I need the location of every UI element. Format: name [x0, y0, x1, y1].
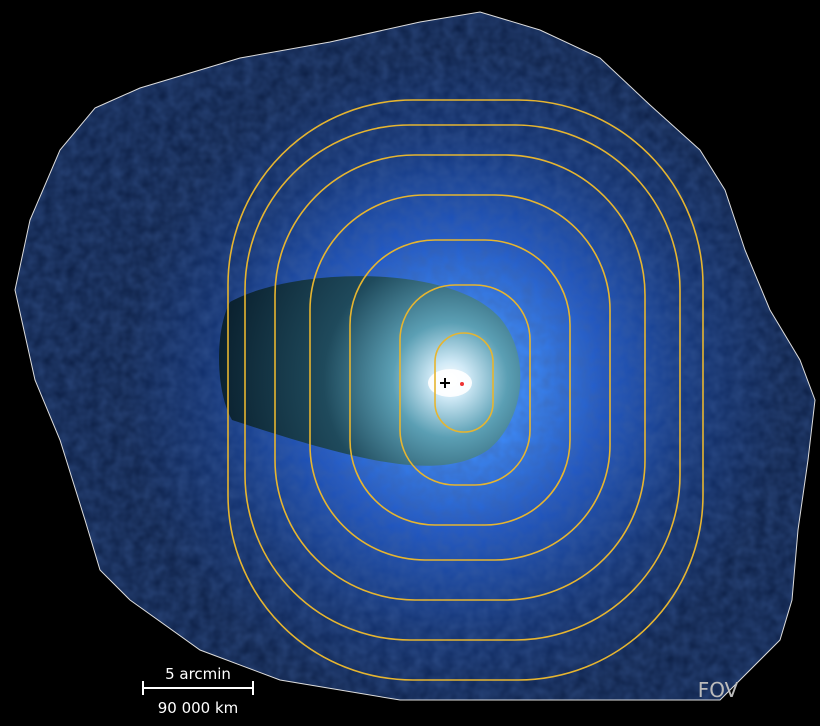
scale-distance: 90 000 km: [158, 699, 239, 717]
fov-label: FOV: [698, 678, 739, 702]
scale-bar: [142, 681, 254, 695]
fov-outline: [14, 11, 816, 701]
scale-angular: 5 arcmin: [165, 665, 231, 683]
contour: [399, 284, 531, 486]
contours: [227, 99, 704, 681]
center-cross: [440, 378, 450, 388]
contour: [244, 124, 681, 641]
contour: [309, 194, 611, 561]
contour: [434, 332, 494, 433]
red-marker: [460, 382, 464, 386]
tail: [218, 276, 521, 466]
contour: [274, 154, 646, 601]
contour: [349, 239, 571, 526]
contour: [227, 99, 704, 681]
